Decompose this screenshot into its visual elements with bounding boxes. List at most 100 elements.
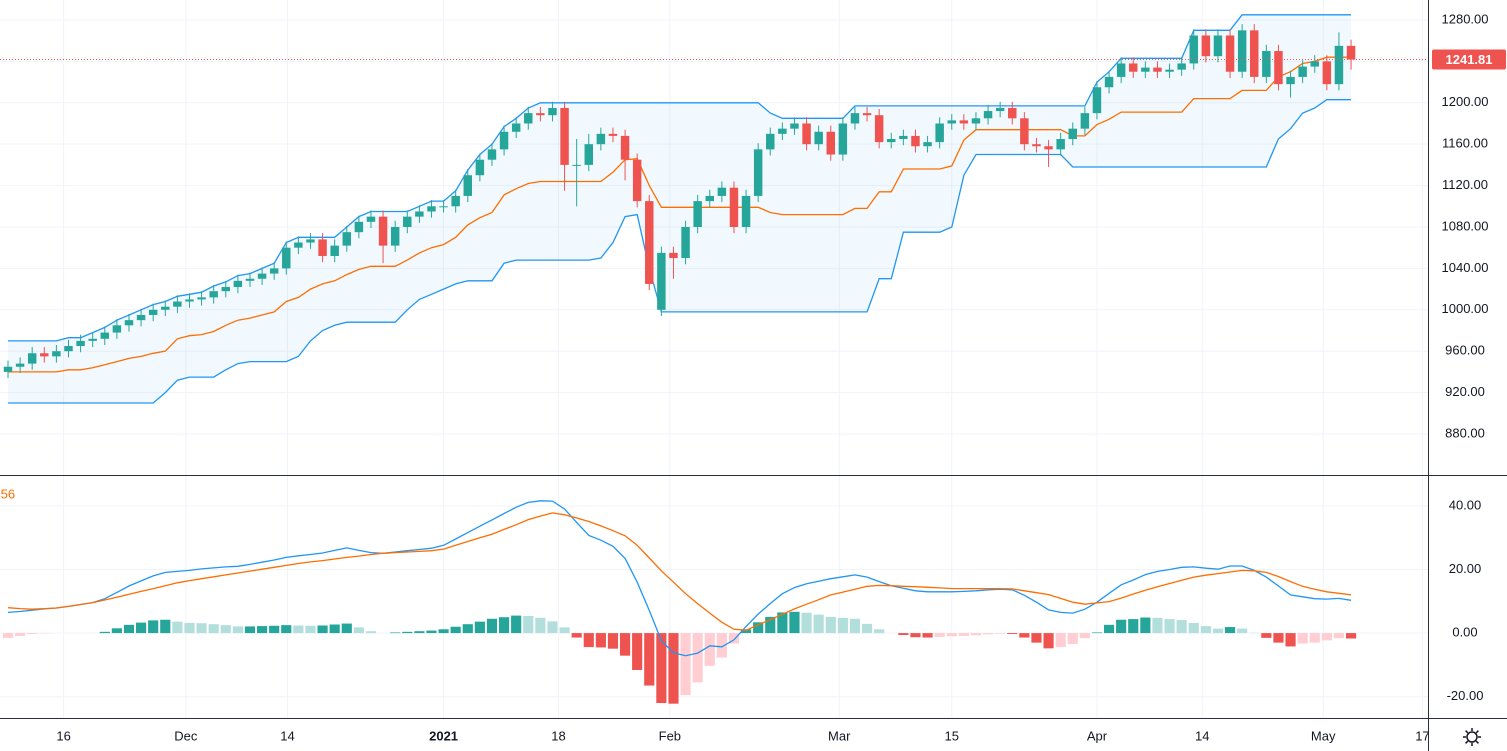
histogram-bar	[934, 633, 945, 637]
histogram-bar	[704, 633, 715, 666]
histogram-bar	[523, 615, 534, 634]
histogram-bar	[1224, 627, 1236, 634]
candle-body	[826, 131, 835, 155]
candle-body	[185, 299, 194, 302]
x-tick-label: Dec	[174, 728, 198, 743]
histogram-bar	[1200, 626, 1211, 634]
candle-body	[342, 232, 352, 246]
candle-body	[136, 314, 146, 321]
histogram-bar	[861, 623, 873, 634]
last-price-label: 1241.81	[1446, 52, 1493, 67]
histogram-bar	[837, 617, 848, 634]
candle-body	[306, 239, 315, 243]
candle-body	[1008, 107, 1017, 119]
histogram-bar	[680, 633, 691, 696]
histogram-bar	[632, 633, 643, 670]
histogram-bar	[123, 624, 135, 634]
candle-body	[923, 142, 932, 147]
candle-body	[1068, 128, 1077, 140]
histogram-bar	[281, 625, 292, 634]
upper-band	[8, 14, 1351, 342]
histogram-bar	[462, 624, 473, 634]
histogram-bar	[571, 633, 582, 638]
histogram-bar	[426, 630, 437, 634]
macd-line	[7, 500, 1352, 657]
histogram-bar	[329, 624, 340, 634]
candle-body	[76, 340, 85, 347]
histogram-bar	[27, 633, 38, 635]
histogram-bar	[1103, 624, 1115, 634]
basis-line	[8, 56, 1351, 373]
candle-body	[148, 309, 158, 315]
histogram-bar	[1188, 622, 1199, 634]
candle-body	[1032, 144, 1041, 147]
histogram-bar	[269, 625, 280, 634]
histogram-bar	[353, 627, 364, 634]
y-tick-label: 880.00	[1445, 425, 1485, 440]
candle-body	[233, 280, 243, 288]
histogram-bar	[595, 633, 606, 648]
histogram-bar	[1176, 620, 1187, 634]
candle-body	[971, 118, 981, 124]
candle-body	[378, 216, 388, 246]
y-tick-label: -20.00	[1447, 688, 1484, 703]
histogram-bar	[1116, 619, 1127, 634]
grid-layer	[0, 0, 1428, 718]
candle-body	[511, 123, 521, 132]
histogram-bar	[801, 612, 812, 634]
histogram-bar	[583, 633, 594, 648]
candle-body	[596, 133, 606, 145]
candle-body	[669, 252, 678, 259]
candle-body	[390, 226, 400, 246]
candle-body	[1237, 30, 1247, 72]
candle-body	[1141, 67, 1150, 72]
histogram-bar	[1345, 633, 1357, 639]
y-tick-label: 1080.00	[1442, 218, 1489, 233]
candle-body	[1262, 51, 1271, 77]
histogram-bar	[1297, 633, 1308, 644]
histogram-bar	[898, 633, 909, 636]
histogram-bar	[668, 633, 679, 704]
candle-body	[354, 221, 364, 233]
histogram-bar	[789, 611, 800, 634]
candle-body	[790, 123, 799, 129]
candle-body	[439, 206, 448, 208]
candle-body	[850, 113, 860, 124]
histogram-bar	[1212, 628, 1224, 634]
histogram-bar	[1273, 633, 1284, 643]
histogram-bar	[15, 633, 26, 636]
histogram-bar	[256, 626, 268, 634]
y-tick-label: 920.00	[1445, 384, 1485, 399]
histogram-bar	[305, 625, 316, 634]
settings-icon[interactable]	[1463, 728, 1481, 746]
histogram-bar	[402, 631, 413, 634]
histogram-bar	[244, 626, 256, 634]
candle-body	[1044, 146, 1053, 150]
candle-body	[1213, 35, 1223, 57]
lower-band	[8, 99, 1351, 404]
candle-body	[318, 239, 327, 256]
candle-body	[1116, 63, 1126, 77]
candle-body	[173, 301, 182, 307]
x-tick-label: Apr	[1087, 728, 1108, 743]
histogram-bar	[874, 629, 885, 634]
candle-body	[1104, 76, 1114, 88]
x-tick-label: 18	[551, 728, 565, 743]
candle-body	[1153, 67, 1162, 72]
y-tick-label: 20.00	[1449, 561, 1482, 576]
histogram-bar	[1128, 619, 1139, 634]
histogram-bar	[849, 618, 861, 634]
histogram-bar	[644, 633, 655, 686]
histogram-bar	[498, 617, 510, 634]
histogram-bar	[1067, 633, 1078, 644]
candle-body	[548, 107, 557, 116]
histogram-bar	[1043, 633, 1054, 649]
candle-body	[499, 131, 509, 150]
candle-body	[657, 252, 666, 310]
candle-body	[161, 306, 170, 310]
candle-body	[1274, 51, 1283, 85]
candle-body	[15, 363, 25, 367]
candle-body	[1298, 66, 1307, 77]
candle-body	[403, 216, 412, 227]
